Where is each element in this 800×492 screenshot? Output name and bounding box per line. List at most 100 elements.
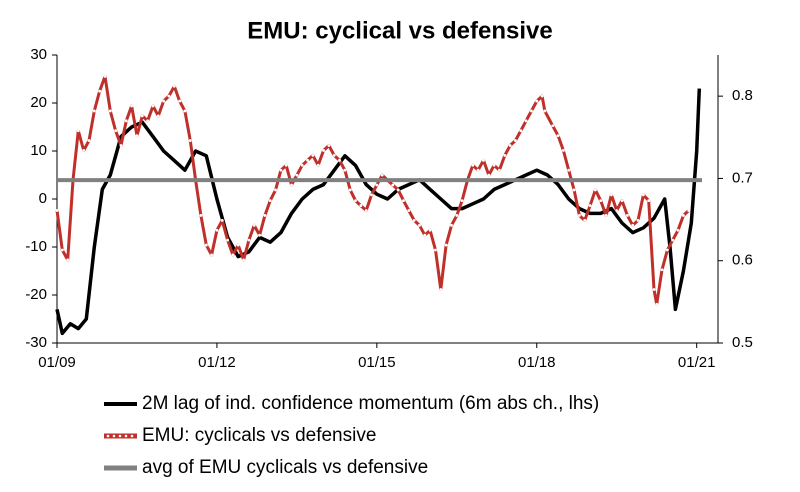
series-marker <box>92 109 96 113</box>
series-marker <box>625 214 629 217</box>
legend-label: EMU: cyclicals vs defensive <box>142 425 376 446</box>
series-marker <box>348 188 352 192</box>
series-marker <box>114 129 118 133</box>
x-tick-label: 01/21 <box>678 354 716 371</box>
series-marker <box>311 153 315 157</box>
series-marker <box>231 253 235 257</box>
series-marker <box>332 153 336 157</box>
y2-tick-label: 0.8 <box>732 87 753 104</box>
series-marker <box>498 168 501 172</box>
series-marker <box>514 139 517 142</box>
series-marker <box>76 129 80 133</box>
series-marker <box>156 114 160 118</box>
series-marker <box>519 129 523 133</box>
series-marker <box>620 199 624 203</box>
series-marker <box>146 119 150 123</box>
series-marker <box>380 173 384 177</box>
series-marker <box>338 158 341 162</box>
series-marker <box>551 124 555 128</box>
series-marker <box>428 228 432 232</box>
series-marker <box>167 94 171 98</box>
y-tick-label: -10 <box>25 238 47 255</box>
series-marker <box>482 158 485 162</box>
series-marker <box>434 248 437 252</box>
series-marker <box>242 258 245 262</box>
series-marker <box>359 204 363 207</box>
series-marker <box>476 168 480 172</box>
x-tick-label: 01/12 <box>198 354 236 371</box>
x-tick-label: 01/09 <box>38 354 76 371</box>
series-marker <box>178 99 182 103</box>
series-marker <box>631 223 635 227</box>
legend-marker <box>112 434 116 438</box>
series-marker <box>407 209 411 212</box>
series-marker <box>641 193 645 197</box>
series-marker <box>322 149 325 152</box>
series-marker <box>268 199 272 203</box>
series-marker <box>300 163 304 167</box>
series-marker <box>370 193 373 197</box>
series-marker <box>609 193 613 197</box>
series-marker <box>455 214 459 217</box>
series-marker <box>391 183 395 187</box>
series-marker <box>279 168 283 172</box>
series-marker <box>375 183 379 187</box>
series-marker <box>60 248 64 252</box>
series-marker <box>204 243 208 247</box>
y-tick-label: -20 <box>25 286 47 303</box>
series-marker <box>130 104 134 108</box>
series-marker <box>460 199 464 203</box>
series-marker <box>306 158 309 162</box>
series-marker <box>487 173 491 177</box>
series-marker <box>295 173 299 177</box>
series-marker <box>274 188 277 192</box>
series-marker <box>655 302 659 306</box>
legend-marker <box>130 434 134 438</box>
legend-label: avg of EMU cyclicals vs defensive <box>142 457 428 478</box>
series-marker <box>508 144 512 147</box>
series-marker <box>615 209 619 212</box>
series-marker <box>183 109 187 113</box>
series-marker <box>652 288 656 291</box>
series-marker <box>439 288 443 291</box>
chart-title: EMU: cyclical vs defensive <box>247 17 552 44</box>
series-marker <box>665 248 669 252</box>
series-marker <box>572 188 576 192</box>
series-marker <box>660 268 664 272</box>
series-marker <box>226 238 229 242</box>
series-marker <box>343 168 347 172</box>
y-tick-label: -30 <box>25 334 47 351</box>
series-marker <box>676 228 680 232</box>
series-marker <box>687 209 691 212</box>
series-marker <box>492 163 496 167</box>
y2-tick-label: 0.5 <box>732 334 753 351</box>
series-marker <box>327 144 331 147</box>
legend-marker <box>124 434 128 438</box>
series-marker <box>316 163 320 167</box>
series-marker <box>671 238 675 242</box>
y2-tick-label: 0.7 <box>732 169 753 186</box>
series-marker <box>599 199 603 203</box>
series-marker <box>402 199 405 203</box>
series-marker <box>593 188 597 192</box>
series-marker <box>215 228 219 232</box>
series-marker <box>103 74 107 78</box>
y2-tick-label: 0.6 <box>732 252 753 269</box>
series-marker <box>162 99 166 103</box>
series-marker <box>354 199 357 203</box>
y-tick-label: 30 <box>30 46 47 63</box>
series-marker <box>252 223 256 227</box>
x-tick-label: 01/18 <box>518 354 556 371</box>
series-marker <box>172 84 176 88</box>
series-marker <box>524 119 528 123</box>
series-marker <box>98 89 102 93</box>
x-tick-label: 01/15 <box>358 354 396 371</box>
y-tick-label: 10 <box>30 142 47 159</box>
series-marker <box>412 218 416 222</box>
y-tick-label: 0 <box>39 190 47 207</box>
series-marker <box>135 134 139 138</box>
series-marker <box>188 139 192 142</box>
series-line <box>55 74 690 306</box>
series-marker <box>220 218 224 222</box>
